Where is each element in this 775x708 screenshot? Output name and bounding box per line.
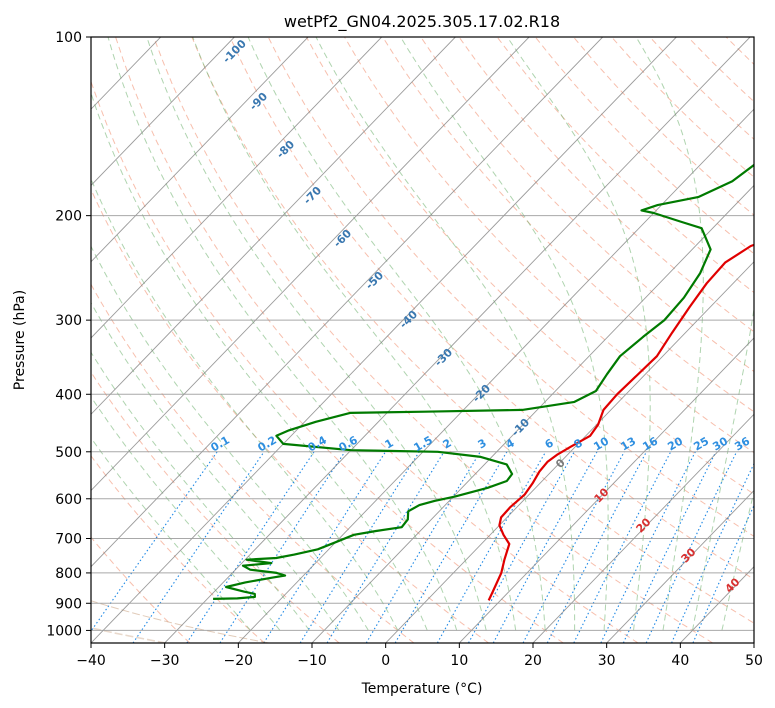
temperature-profile-line bbox=[487, 243, 754, 601]
y-tick-label: 600 bbox=[55, 492, 82, 508]
x-tick-label: 0 bbox=[381, 653, 390, 669]
moist-adiabat-line bbox=[247, 37, 546, 631]
moist-adiabat-line bbox=[91, 351, 310, 631]
isotherm-line bbox=[311, 184, 754, 643]
isotherm-line bbox=[385, 261, 754, 643]
dry-adiabat-line bbox=[191, 37, 754, 624]
mixing-ratio-line bbox=[600, 451, 696, 643]
x-tick-label: −30 bbox=[150, 653, 180, 669]
y-tick-label: 100 bbox=[55, 30, 82, 46]
dry-adiabat-line bbox=[115, 37, 639, 643]
moist-adiabat-line bbox=[506, 37, 651, 631]
mixing-ratio-line bbox=[91, 451, 218, 633]
moist-adiabat-line bbox=[91, 177, 399, 631]
moist-adiabat-line bbox=[107, 37, 458, 631]
moist-adiabat-line bbox=[192, 37, 517, 631]
mixing-ratio-line bbox=[219, 451, 346, 643]
isotherm-line bbox=[91, 37, 604, 568]
mixing-ratio-line bbox=[468, 451, 575, 643]
x-tick-label: −20 bbox=[224, 653, 254, 669]
moist-adiabat-line bbox=[91, 245, 369, 631]
isotherm-line bbox=[91, 37, 677, 643]
mixing-ratio-line bbox=[186, 451, 315, 643]
isotherm-line bbox=[606, 489, 754, 643]
mixing-ratio-line bbox=[692, 504, 754, 643]
dewpoint-profile-line bbox=[213, 163, 754, 600]
moist-adiabat-line bbox=[91, 91, 428, 631]
y-axis-label: Pressure (hPa) bbox=[12, 290, 28, 390]
moist-adiabat-line bbox=[91, 395, 281, 631]
x-tick-label: 30 bbox=[598, 653, 616, 669]
y-tick-label: 400 bbox=[55, 387, 82, 403]
background-lines bbox=[91, 37, 754, 643]
mixing-ratio-line bbox=[263, 451, 386, 643]
x-tick-label: −40 bbox=[76, 653, 106, 669]
isotherm-line bbox=[91, 37, 309, 263]
x-tick-label: 40 bbox=[671, 653, 689, 669]
isotherm-line bbox=[532, 413, 754, 643]
x-tick-label: 50 bbox=[745, 653, 763, 669]
moist-adiabat-line bbox=[146, 37, 487, 631]
isotherm-line bbox=[91, 37, 530, 492]
dry-adiabat-line bbox=[91, 371, 340, 643]
chart-title: wetPf2_GN04.2025.305.17.02.R18 bbox=[284, 12, 560, 32]
moist-adiabat-line bbox=[721, 489, 754, 631]
mixing-ratio-line bbox=[132, 451, 265, 643]
isotherm-line bbox=[91, 37, 456, 415]
y-tick-label: 500 bbox=[55, 445, 82, 461]
y-tick-label: 1000 bbox=[46, 623, 82, 639]
mixing-ratio-line bbox=[326, 451, 445, 643]
moist-adiabat-line bbox=[91, 436, 251, 631]
dry-adiabat-line bbox=[91, 79, 564, 643]
plot-frame bbox=[90, 36, 755, 644]
y-tick-label: 900 bbox=[55, 596, 82, 612]
dry-adiabat-line bbox=[496, 37, 754, 294]
y-tick-label: 300 bbox=[55, 313, 82, 329]
x-tick-label: 20 bbox=[524, 653, 542, 669]
isotherm-line bbox=[91, 37, 383, 339]
moist-adiabat-line bbox=[91, 301, 340, 631]
y-tick-label: 200 bbox=[55, 209, 82, 225]
moist-adiabat-line bbox=[635, 37, 704, 631]
dry-adiabat-line bbox=[458, 37, 754, 333]
dry-adiabat-line bbox=[91, 454, 265, 643]
isotherm-line bbox=[91, 37, 235, 187]
x-tick-label: 10 bbox=[450, 653, 468, 669]
isotherm-line bbox=[458, 337, 754, 643]
moist-adiabat-line bbox=[692, 306, 754, 631]
y-tick-label: 700 bbox=[55, 532, 82, 548]
data-series bbox=[213, 163, 754, 601]
x-axis-label: Temperature (°C) bbox=[361, 681, 483, 697]
moist-adiabat-line bbox=[400, 37, 609, 631]
x-tick-label: −10 bbox=[297, 653, 327, 669]
mixing-ratio-line bbox=[522, 451, 625, 643]
y-tick-label: 800 bbox=[55, 566, 82, 582]
isotherm-line bbox=[164, 37, 751, 643]
mixing-ratio-line bbox=[573, 451, 672, 643]
dry-adiabat-line bbox=[91, 188, 489, 643]
